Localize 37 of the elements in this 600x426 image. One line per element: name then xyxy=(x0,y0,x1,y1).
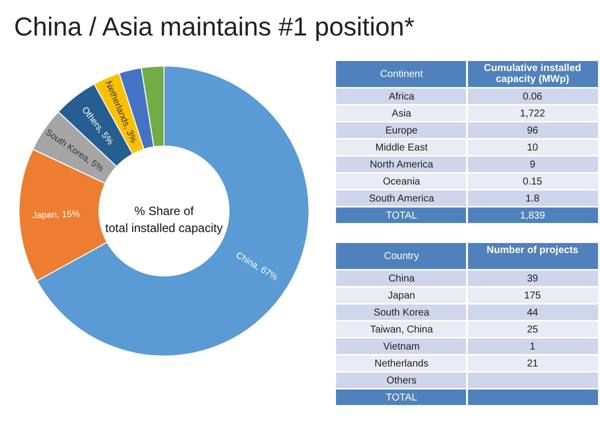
text: Continent xyxy=(380,69,424,80)
data-label: 21 xyxy=(526,358,538,370)
category-label: Vietnam xyxy=(383,341,420,352)
category-label: Africa xyxy=(388,91,415,102)
data-label: 1,722 xyxy=(520,108,546,120)
category-label: Oceania xyxy=(382,176,421,188)
category-label: South Korea xyxy=(374,307,430,318)
data-label: 25 xyxy=(526,324,538,336)
category-label: South America xyxy=(368,193,434,204)
data-label: 44 xyxy=(526,307,538,318)
data-label: 1 xyxy=(530,341,536,352)
category-label: Middle East xyxy=(375,142,428,154)
data-label: 96 xyxy=(526,125,538,136)
category-label: North America xyxy=(370,159,434,170)
category-label: Netherlands xyxy=(374,358,428,370)
text: % Share of total installed capacity xyxy=(105,204,223,235)
data-label: 175 xyxy=(524,290,542,302)
category-label: Europe xyxy=(385,125,418,136)
category-label: Taiwan, China xyxy=(370,324,434,336)
slice-label: Japan, 15% xyxy=(32,208,80,220)
chart-title: China / Asia maintains #1 position* xyxy=(14,11,414,42)
category-label: TOTAL xyxy=(386,210,418,222)
data-label: 10 xyxy=(526,142,538,154)
category-label: TOTAL xyxy=(386,392,418,404)
data-label: 0.15 xyxy=(522,176,543,188)
text: Country xyxy=(384,251,420,262)
data-label: 0.06 xyxy=(522,91,543,102)
data-label: 39 xyxy=(526,273,538,284)
category-label: Others xyxy=(386,375,417,386)
data-label: 1,839 xyxy=(520,210,546,222)
category-label: China xyxy=(388,273,415,284)
category-label: Asia xyxy=(392,108,412,120)
text: Cumulative installed capacity (MWp) xyxy=(484,63,582,85)
text: Number of projects xyxy=(486,245,579,256)
data-label: 1.8 xyxy=(526,193,540,204)
category-label: Japan xyxy=(388,290,416,302)
data-label: 9 xyxy=(530,159,536,170)
